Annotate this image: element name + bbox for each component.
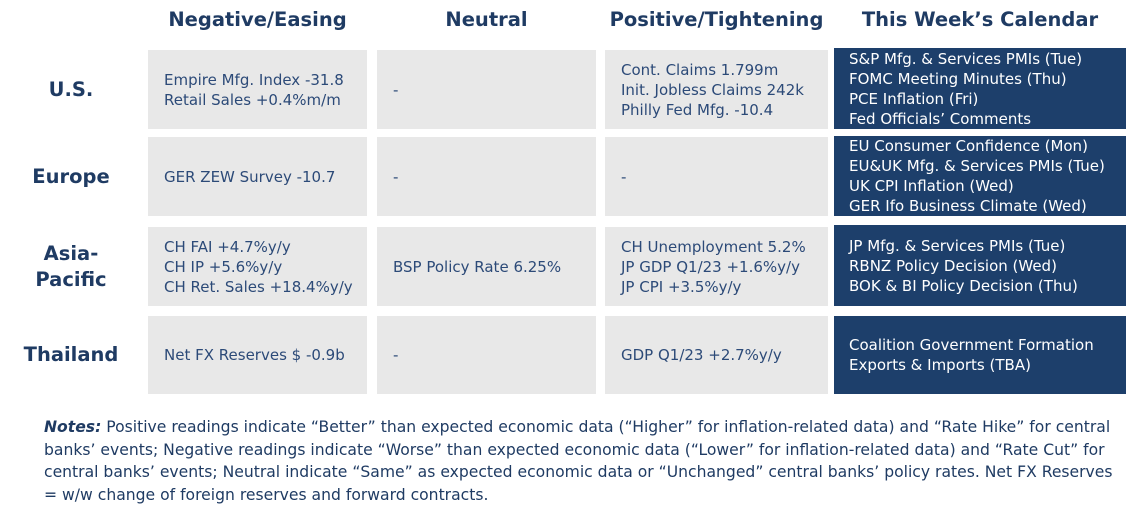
cell-line: Init. Jobless Claims 242k — [621, 80, 804, 99]
row-label-thailand: Thailand — [0, 316, 142, 394]
cell-line: CH FAI +4.7%y/y — [164, 237, 291, 256]
row-label-line: Asia- — [43, 241, 99, 265]
cell-us-calendar: S&P Mfg. & Services PMIs (Tue) FOMC Meet… — [834, 48, 1126, 129]
row-label-line: Thailand — [23, 343, 119, 366]
notes-label: Notes: — [44, 418, 102, 436]
cell-line: Retail Sales +0.4%m/m — [164, 90, 341, 109]
header-this-weeks-calendar: This Week’s Calendar — [861, 8, 1099, 31]
calendar-event: Coalition Government Formation — [849, 336, 1094, 354]
cell-line: CH IP +5.6%y/y — [164, 257, 283, 276]
cell-thailand-positive: GDP Q1/23 +2.7%y/y — [605, 316, 828, 394]
row-label-line: Europe — [32, 164, 110, 188]
cell-thailand-calendar: Coalition Government Formation Exports &… — [834, 316, 1126, 394]
cell-line: JP CPI +3.5%y/y — [621, 277, 742, 296]
cell-line: - — [621, 167, 627, 186]
cell-europe-negative: GER ZEW Survey -10.7 — [148, 137, 367, 216]
cell-line: Net FX Reserves $ -0.9b — [164, 346, 345, 364]
cell-asia-pacific-negative: CH FAI +4.7%y/y CH IP +5.6%y/y CH Ret. S… — [148, 227, 367, 306]
row-label-us: U.S. — [0, 50, 142, 129]
cell-line: - — [393, 167, 399, 186]
cell-line: Philly Fed Mfg. -10.4 — [621, 100, 774, 119]
cell-asia-pacific-positive: CH Unemployment 5.2% JP GDP Q1/23 +1.6%y… — [605, 227, 828, 306]
cell-line: Cont. Claims 1.799m — [621, 60, 779, 79]
calendar-event: Fed Officials’ Comments — [849, 109, 1032, 128]
cell-europe-neutral: - — [377, 137, 596, 216]
row-label-asia-pacific: Asia- Pacific — [0, 227, 142, 306]
calendar-event: BOK & BI Policy Decision (Thu) — [849, 276, 1078, 295]
cell-line: BSP Policy Rate 6.25% — [393, 257, 562, 276]
header-positive-tightening: Positive/Tightening — [609, 8, 824, 31]
cell-europe-calendar: EU Consumer Confidence (Mon) EU&UK Mfg. … — [834, 136, 1126, 216]
cell-us-neutral: - — [377, 50, 596, 129]
row-label-line: Pacific — [35, 267, 107, 291]
cell-us-negative: Empire Mfg. Index -31.8 Retail Sales +0.… — [148, 50, 367, 129]
cell-line: - — [393, 80, 399, 99]
calendar-event: EU&UK Mfg. & Services PMIs (Tue) — [849, 157, 1105, 175]
cell-line: CH Unemployment 5.2% — [621, 237, 806, 256]
cell-thailand-negative: Net FX Reserves $ -0.9b — [148, 316, 367, 394]
row-label-europe: Europe — [0, 137, 142, 216]
cell-line: GDP Q1/23 +2.7%y/y — [621, 346, 782, 364]
cell-asia-pacific-calendar: JP Mfg. & Services PMIs (Tue) RBNZ Polic… — [834, 225, 1126, 306]
row-label-line: U.S. — [48, 77, 94, 101]
calendar-event: JP Mfg. & Services PMIs (Tue) — [849, 236, 1066, 255]
header-negative-easing: Negative/Easing — [168, 8, 347, 31]
notes: Notes: Positive readings indicate “Bette… — [44, 416, 1114, 506]
calendar-event: S&P Mfg. & Services PMIs (Tue) — [849, 49, 1083, 68]
cell-europe-positive: - — [605, 137, 828, 216]
cell-line: - — [393, 346, 399, 364]
calendar-event: UK CPI Inflation (Wed) — [849, 177, 1014, 195]
header-neutral: Neutral — [445, 8, 528, 31]
calendar-event: RBNZ Policy Decision (Wed) — [849, 256, 1057, 275]
cell-thailand-neutral: - — [377, 316, 596, 394]
cell-line: CH Ret. Sales +18.4%y/y — [164, 277, 353, 296]
cell-asia-pacific-neutral: BSP Policy Rate 6.25% — [377, 227, 596, 306]
cell-line: GER ZEW Survey -10.7 — [164, 167, 336, 186]
cell-line: JP GDP Q1/23 +1.6%y/y — [621, 257, 800, 276]
notes-text: Positive readings indicate “Better” than… — [44, 418, 1113, 504]
calendar-event: EU Consumer Confidence (Mon) — [849, 137, 1088, 155]
calendar-event: FOMC Meeting Minutes (Thu) — [849, 69, 1067, 88]
calendar-event: Exports & Imports (TBA) — [849, 356, 1031, 374]
cell-line: Empire Mfg. Index -31.8 — [164, 70, 344, 89]
calendar-event: PCE Inflation (Fri) — [849, 89, 979, 108]
cell-us-positive: Cont. Claims 1.799m Init. Jobless Claims… — [605, 50, 828, 129]
calendar-event: GER Ifo Business Climate (Wed) — [849, 197, 1087, 215]
